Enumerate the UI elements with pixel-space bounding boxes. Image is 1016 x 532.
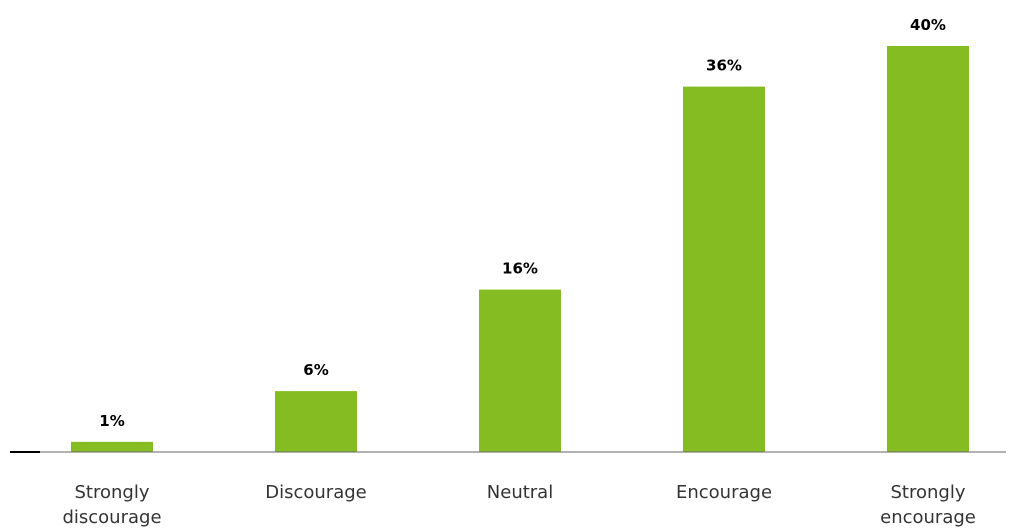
bar-1: [275, 391, 357, 452]
category-label-0: Strongly discourage: [62, 482, 161, 528]
category-labels-layer: Strongly discourage Discourage Neutral Encou…: [62, 482, 975, 528]
bar-2: [479, 289, 561, 452]
category-label-4: Strongly encourage: [880, 482, 976, 528]
data-label-4: 40%: [910, 16, 946, 34]
category-label-2: Neutral: [487, 482, 553, 503]
category-label-0-line-0: Strongly: [75, 482, 150, 503]
bar-3: [683, 86, 765, 452]
data-label-1: 6%: [303, 361, 328, 379]
bars-layer: [71, 46, 969, 452]
value-labels-layer: 1% 6% 16% 36% 40%: [99, 16, 946, 430]
category-label-3-line-0: Encourage: [676, 482, 772, 503]
data-label-0: 1%: [99, 412, 124, 430]
bar-0: [71, 441, 153, 452]
category-label-4-line-0: Strongly: [891, 482, 966, 503]
data-label-3: 36%: [706, 57, 742, 75]
category-label-2-line-0: Neutral: [487, 482, 553, 503]
category-label-3: Encourage: [676, 482, 772, 503]
data-label-2: 16%: [502, 260, 538, 278]
category-label-0-line-1: discourage: [62, 507, 161, 528]
category-label-1-line-0: Discourage: [265, 482, 367, 503]
category-label-4-line-1: encourage: [880, 507, 976, 528]
bar-4: [887, 46, 969, 452]
category-label-1: Discourage: [265, 482, 367, 503]
